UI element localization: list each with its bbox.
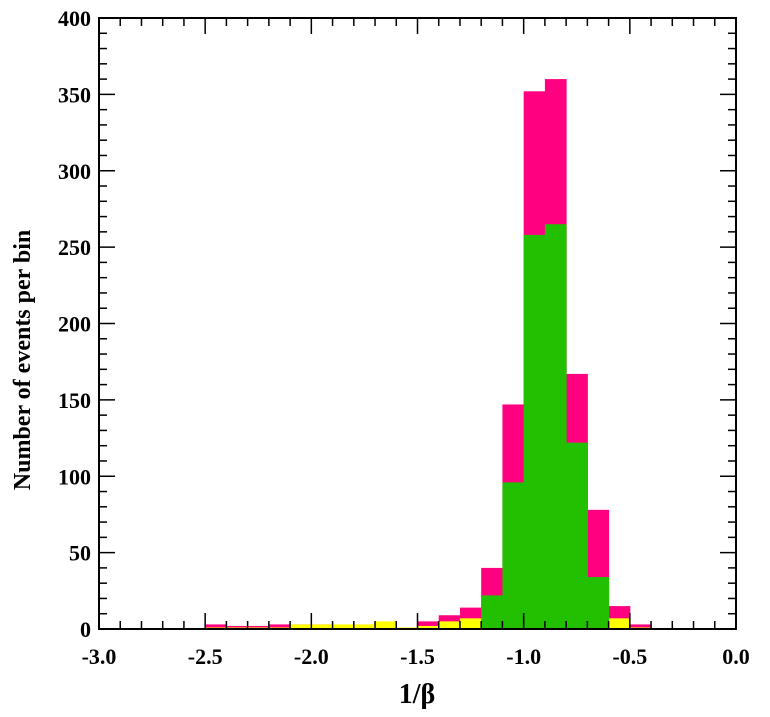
bar-series0-bin20: [629, 624, 652, 629]
y-tick-label: 150: [58, 388, 91, 413]
bar-series2-bin13: [481, 595, 503, 629]
y-tick-label: 400: [58, 6, 91, 31]
histogram-bars: [205, 79, 652, 630]
y-tick-label: 200: [58, 312, 91, 337]
bar-series1-bin12: [459, 618, 482, 629]
bar-series1-bin4: [290, 624, 312, 629]
x-tick-labels: -3.0 -2.5 -2.0 -1.5 -1.0 -0.5 0.0: [82, 644, 750, 669]
bar-series1-bin5: [311, 624, 334, 629]
y-tick-label: 350: [58, 82, 91, 107]
bar-series2-bin17: [566, 442, 588, 629]
bar-series1-bin7: [353, 624, 376, 629]
bar-series2-bin15: [523, 234, 546, 629]
axis-ticks: [98, 17, 737, 630]
bar-series2-bin18: [587, 577, 610, 629]
x-tick-label: -0.5: [612, 644, 647, 669]
bar-series0-bin3: [268, 624, 291, 629]
y-tick-label: 0: [80, 617, 91, 642]
x-axis-label: 1/β: [399, 679, 436, 710]
y-tick-label: 100: [58, 464, 91, 489]
bar-series1-bin8: [375, 621, 397, 629]
plot-frame: [98, 17, 737, 630]
y-tick-label: 250: [58, 235, 91, 260]
x-tick-label: 0.0: [722, 644, 750, 669]
bar-series0-bin0: [205, 624, 227, 629]
bar-series2-bin16: [544, 224, 567, 629]
y-tick-label: 50: [69, 541, 91, 566]
y-tick-label: 300: [58, 159, 91, 184]
bar-series1-bin6: [332, 624, 355, 629]
bar-series0-bin10: [417, 621, 440, 629]
x-tick-label: -1.0: [506, 644, 541, 669]
bar-series1-bin11: [438, 621, 461, 629]
y-axis-label: Number of events per bin: [10, 230, 36, 490]
x-tick-label: -3.0: [82, 644, 117, 669]
x-tick-label: -2.5: [188, 644, 223, 669]
y-tick-labels: 0 50 100 150 200 250 300 350 400: [58, 6, 91, 642]
bar-series2-bin14: [502, 482, 525, 629]
bar-series1-bin19: [608, 618, 631, 629]
bar-series1-bin10: [417, 625, 440, 629]
x-tick-label: -2.0: [294, 644, 329, 669]
x-tick-label: -1.5: [400, 644, 435, 669]
